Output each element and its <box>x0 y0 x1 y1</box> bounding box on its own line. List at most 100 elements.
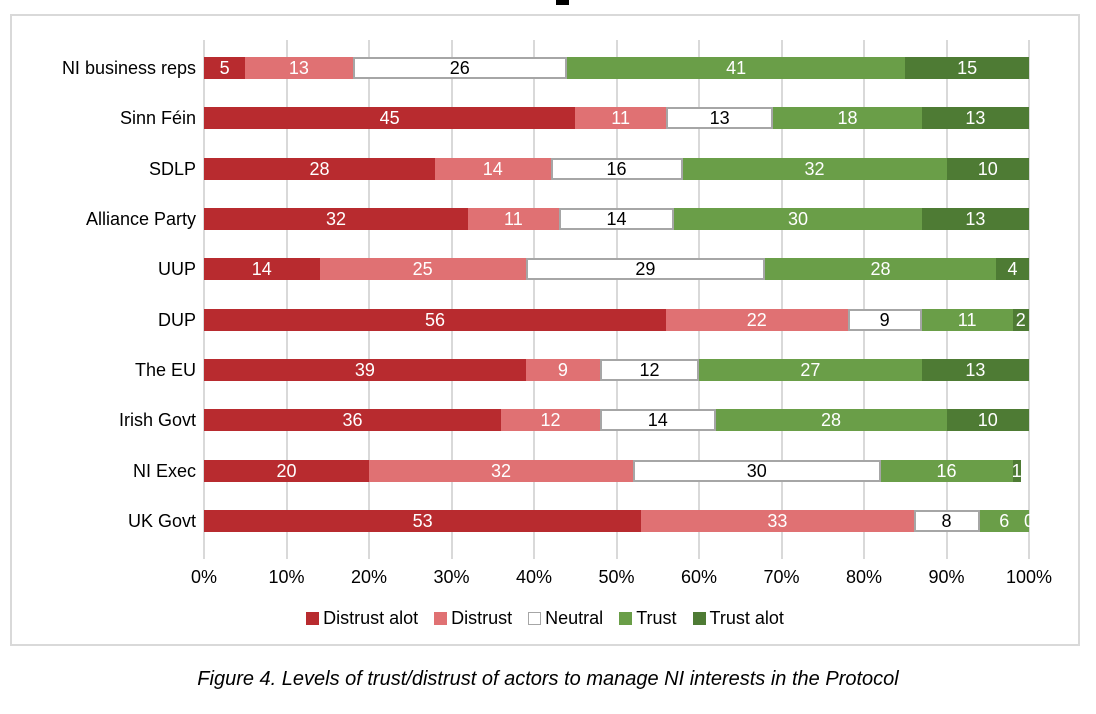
bar-value-label: 32 <box>804 158 825 179</box>
category-label: DUP <box>157 309 196 330</box>
bar-segment-distrust-alot: 53 <box>204 510 642 533</box>
bar-segment-distrust: 12 <box>501 409 600 432</box>
bar-segment-distrust: 32 <box>369 459 633 482</box>
bar-value-label: 30 <box>787 209 809 230</box>
bar-segment-distrust-alot: 20 <box>204 459 369 482</box>
gridline <box>533 40 535 559</box>
bar-segment-trust: 41 <box>567 57 906 79</box>
bar-value-label: 39 <box>354 360 375 381</box>
bar-segment-neutral: 30 <box>633 459 881 482</box>
bar-segment-trust: 27 <box>699 359 922 382</box>
bar-value-label: 14 <box>606 209 627 230</box>
category-label: Alliance Party <box>85 209 196 230</box>
cropped-title-fragment <box>556 0 569 5</box>
category-label: SDLP <box>148 158 196 179</box>
bar-row: 45 11 13 18 13 <box>204 107 1029 130</box>
bar-row: 36 12 14 28 10 <box>204 409 1029 432</box>
bar-segment-distrust: 9 <box>525 359 600 382</box>
x-tick-label: 0% <box>190 567 218 587</box>
legend: Distrust alot Distrust Neutral Trust Trust a… <box>12 608 1078 629</box>
legend-item: Trust alot <box>692 608 784 629</box>
bar-segment-trust-alot: 2 <box>1012 308 1029 331</box>
gridline <box>863 40 865 559</box>
bar-segment-distrust: 33 <box>641 510 914 533</box>
bar-segment-distrust: 11 <box>468 208 559 231</box>
bar-row: 53 33 8 6 0 <box>204 510 1034 533</box>
legend-swatch-icon <box>434 612 448 625</box>
bar-segment-distrust-alot: 56 <box>204 308 666 331</box>
bar-segment-trust: 11 <box>921 308 1013 331</box>
bar-row: 56 22 9 11 2 <box>204 308 1029 331</box>
x-tick-label: 80% <box>845 567 883 587</box>
bar-segment-trust: 28 <box>765 258 996 281</box>
bar-value-label: 9 <box>879 309 890 330</box>
bar-value-label: 36 <box>342 410 363 431</box>
bar-segment-trust-alot: 13 <box>921 208 1029 231</box>
bar-segment-distrust-alot: 14 <box>204 258 320 281</box>
bar-value-label: 2 <box>1015 309 1026 330</box>
bar-value-label: 14 <box>251 259 272 280</box>
bar-segment-distrust: 25 <box>319 258 526 281</box>
bar-value-label: 28 <box>309 158 330 179</box>
bar-segment-trust-alot: 10 <box>946 157 1029 180</box>
bar-value-label: 6 <box>999 511 1010 532</box>
category-label: UK Govt <box>127 511 196 532</box>
x-tick-label: 10% <box>268 567 305 587</box>
bar-value-label: 13 <box>965 360 986 381</box>
bar-segment-trust-alot: 13 <box>921 107 1029 130</box>
bar-segment-neutral: 14 <box>600 409 716 432</box>
legend-item: Distrust alot <box>306 608 418 629</box>
legend-item: Trust <box>619 608 677 629</box>
gridline <box>203 40 205 559</box>
bar-value-label: 13 <box>709 108 730 129</box>
bar-value-label: 5 <box>219 58 230 78</box>
bar-segment-distrust-alot: 5 <box>204 57 246 79</box>
bar-segment-trust-alot: 4 <box>996 258 1029 281</box>
bar-row: 39 9 12 27 13 <box>204 359 1029 382</box>
bar-value-label: 11 <box>957 309 977 330</box>
bar-value-label: 10 <box>977 410 998 431</box>
bar-segment-trust-alot: 1 <box>1012 459 1022 482</box>
bar-value-label: 0 <box>1023 511 1035 532</box>
category-label: Irish Govt <box>118 410 196 431</box>
bar-value-label: 12 <box>639 360 660 381</box>
gridline <box>1028 40 1030 559</box>
legend-swatch-icon <box>692 612 706 625</box>
bar-value-label: 9 <box>557 360 568 381</box>
bar-segment-distrust: 14 <box>435 157 551 180</box>
gridline <box>780 40 783 559</box>
bar-segment-neutral: 14 <box>558 208 675 231</box>
bar-segment-trust: 6 <box>979 510 1029 533</box>
bar-value-label: 16 <box>936 460 957 481</box>
bar-value-label: 20 <box>276 460 297 481</box>
bar-value-label: 26 <box>449 58 470 78</box>
bar-segment-distrust: 11 <box>575 107 666 130</box>
bar-value-label: 13 <box>288 58 309 78</box>
bar-value-label: 30 <box>746 460 767 481</box>
x-tick-label: 30% <box>433 567 470 587</box>
x-tick-label: 100% <box>1005 567 1053 587</box>
category-label: NI Exec <box>132 460 196 481</box>
category-label: Sinn Féin <box>119 108 196 129</box>
bar-segment-neutral: 12 <box>600 359 699 382</box>
bar-value-label: 16 <box>606 158 627 179</box>
bar-segment-trust: 30 <box>674 208 922 231</box>
bar-segment-distrust: 13 <box>245 57 353 79</box>
bar-segment-trust: 16 <box>880 459 1013 482</box>
bar-value-label: 14 <box>647 410 668 431</box>
bar-segment-neutral: 26 <box>352 57 567 79</box>
gridline <box>285 40 288 559</box>
legend-label: Trust <box>636 608 677 628</box>
bar-segment-trust-alot: 15 <box>905 57 1029 79</box>
category-label: The EU <box>134 360 196 381</box>
bar-segment-trust: 32 <box>682 157 947 180</box>
bar-value-label: 15 <box>957 58 978 78</box>
figure-caption: Figure 4. Levels of trust/distrust of ac… <box>197 668 899 690</box>
gridline <box>615 40 618 559</box>
bar-value-label: 14 <box>482 158 503 179</box>
x-tick-label: 40% <box>515 567 553 587</box>
bar-segment-neutral: 9 <box>847 308 922 331</box>
bar-value-label: 13 <box>965 108 986 129</box>
bar-value-label: 12 <box>540 410 561 431</box>
x-tick-label: 50% <box>598 567 635 587</box>
